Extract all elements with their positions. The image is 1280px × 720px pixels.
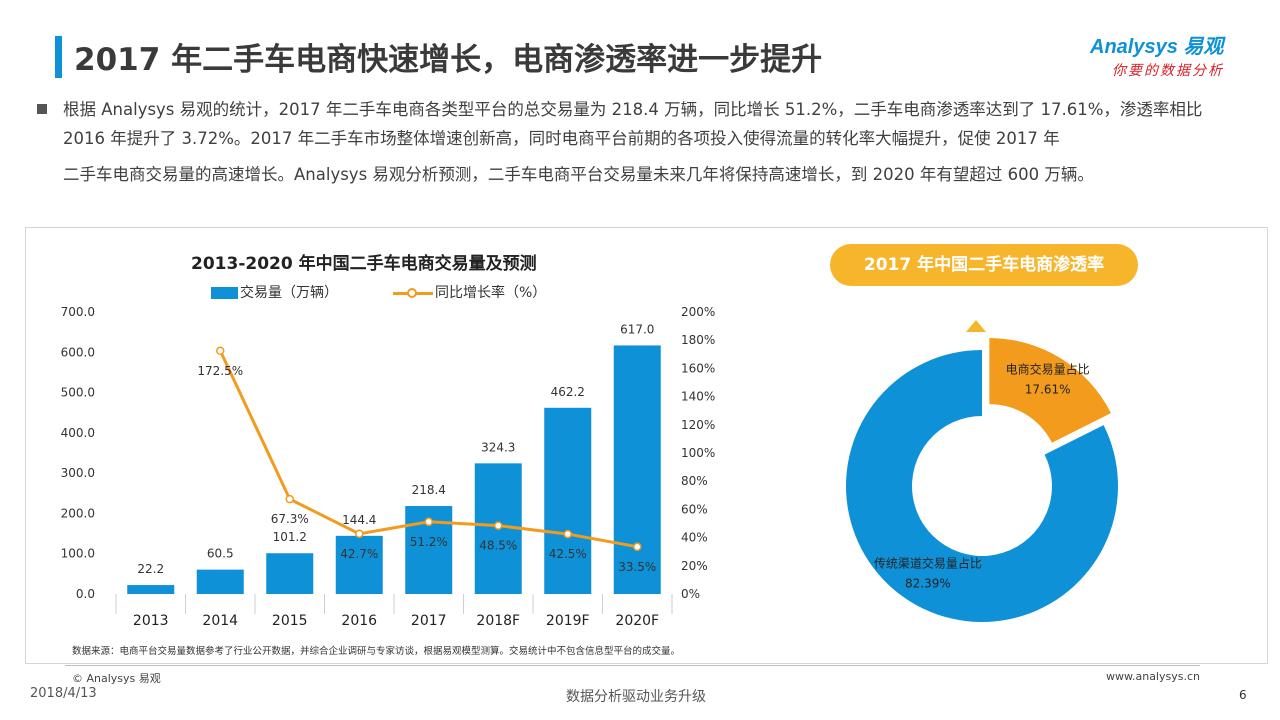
x-tick-label: 2018F: [476, 613, 520, 629]
volume-value-label: 144.4: [342, 513, 376, 527]
penetration-chart-title: 2017 年中国二手车电商渗透率: [830, 244, 1138, 286]
volume-bar: [335, 535, 383, 594]
x-tick-label: 2016: [341, 613, 377, 629]
growth-rate-marker: [285, 494, 294, 504]
legend-marker-icon: [407, 288, 417, 298]
growth-rate-label: 51.2%: [410, 535, 448, 549]
growth-rate-marker: [355, 529, 364, 539]
x-tick-label: 2015: [272, 613, 308, 629]
bar-chart-title: 2013-2020 年中国二手车电商交易量及预测: [191, 254, 537, 274]
footer-slogan: 数据分析驱动业务升级: [566, 689, 706, 705]
data-source-note: 数据来源：电商平台交易量数据参考了行业公开数据，并综合企业调研与专家访谈，根据易…: [72, 646, 681, 657]
volume-bar: [196, 569, 244, 594]
y-right-tick-label: 200%: [681, 305, 715, 319]
growth-rate-marker: [563, 529, 572, 539]
growth-rate-label: 33.5%: [618, 560, 656, 574]
chart-panel: [25, 227, 1268, 664]
y-left-tick-label: 100.0: [61, 547, 95, 561]
y-right-tick-label: 80%: [681, 474, 708, 488]
volume-value-label: 101.2: [273, 530, 307, 544]
brand-logo: Analysys 易观 你要的数据分析: [1090, 30, 1260, 90]
x-tick-label: 2019F: [546, 613, 590, 629]
x-tick-label: 2020F: [615, 613, 659, 629]
y-left-tick-label: 300.0: [61, 466, 95, 480]
growth-rate-marker: [494, 521, 503, 530]
intro-paragraph: 根据 Analysys 易观的统计，2017 年二手车电商各类型平台的总交易量为…: [63, 95, 1233, 189]
y-left-tick-label: 0.0: [76, 587, 95, 601]
volume-bar: [613, 345, 661, 594]
growth-rate-marker: [216, 346, 225, 356]
y-left-tick-label: 600.0: [61, 345, 95, 359]
growth-rate-label: 48.5%: [479, 539, 517, 553]
report-date: 2018/4/13: [30, 686, 97, 701]
bullet-square-icon: [37, 104, 47, 114]
intro-line-2: 二手车电商交易量的高速增长。Analysys 易观分析预测，二手车电商平台交易量…: [63, 165, 1094, 184]
growth-rate-marker: [633, 542, 642, 552]
growth-rate-marker: [424, 517, 433, 527]
volume-value-label: 617.0: [620, 322, 654, 336]
x-tick-label: 2014: [202, 613, 238, 629]
legend-bar-swatch: [211, 287, 238, 299]
volume-bar: [266, 553, 314, 594]
volume-value-label: 324.3: [481, 440, 515, 454]
y-right-tick-label: 180%: [681, 333, 715, 347]
growth-rate-label: 42.5%: [549, 547, 587, 561]
intro-line-1: 根据 Analysys 易观的统计，2017 年二手车电商各类型平台的总交易量为…: [63, 100, 1203, 148]
volume-bar: [544, 407, 592, 594]
legend-volume-label: 交易量（万辆）: [240, 285, 338, 301]
y-right-tick-label: 100%: [681, 446, 715, 460]
x-tick-label: 2013: [133, 613, 169, 629]
page-number: 6: [1239, 688, 1247, 702]
volume-value-label: 22.2: [137, 562, 164, 576]
x-tick-label: 2017: [411, 613, 447, 629]
y-right-tick-label: 140%: [681, 390, 715, 404]
website-link[interactable]: www.analysys.cn: [1106, 670, 1200, 683]
copyright-text: © Analysys 易观: [72, 672, 161, 685]
title-accent-bar: [55, 36, 62, 78]
y-left-tick-label: 200.0: [61, 506, 95, 520]
growth-rate-label: 42.7%: [340, 547, 378, 561]
legend-growth-label: 同比增长率（%）: [435, 285, 547, 301]
logo-main-text: Analysys 易观: [1090, 36, 1224, 58]
y-right-tick-label: 0%: [681, 587, 700, 601]
y-right-tick-label: 160%: [681, 361, 715, 375]
y-left-tick-label: 500.0: [61, 386, 95, 400]
volume-bar: [127, 585, 175, 594]
growth-rate-label: 172.5%: [197, 364, 243, 378]
y-left-tick-label: 700.0: [61, 305, 95, 319]
volume-value-label: 60.5: [207, 547, 234, 561]
page-title: 2017 年二手车电商快速增长，电商渗透率进一步提升: [74, 42, 823, 78]
y-right-tick-label: 120%: [681, 418, 715, 432]
y-right-tick-label: 60%: [681, 502, 708, 516]
volume-value-label: 462.2: [551, 385, 585, 399]
y-right-tick-label: 40%: [681, 531, 708, 545]
volume-value-label: 218.4: [412, 483, 446, 497]
footer-divider: [65, 665, 1200, 666]
y-left-tick-label: 400.0: [61, 426, 95, 440]
logo-tagline: 你要的数据分析: [1112, 63, 1224, 79]
y-right-tick-label: 20%: [681, 559, 708, 573]
growth-rate-label: 67.3%: [271, 512, 309, 526]
